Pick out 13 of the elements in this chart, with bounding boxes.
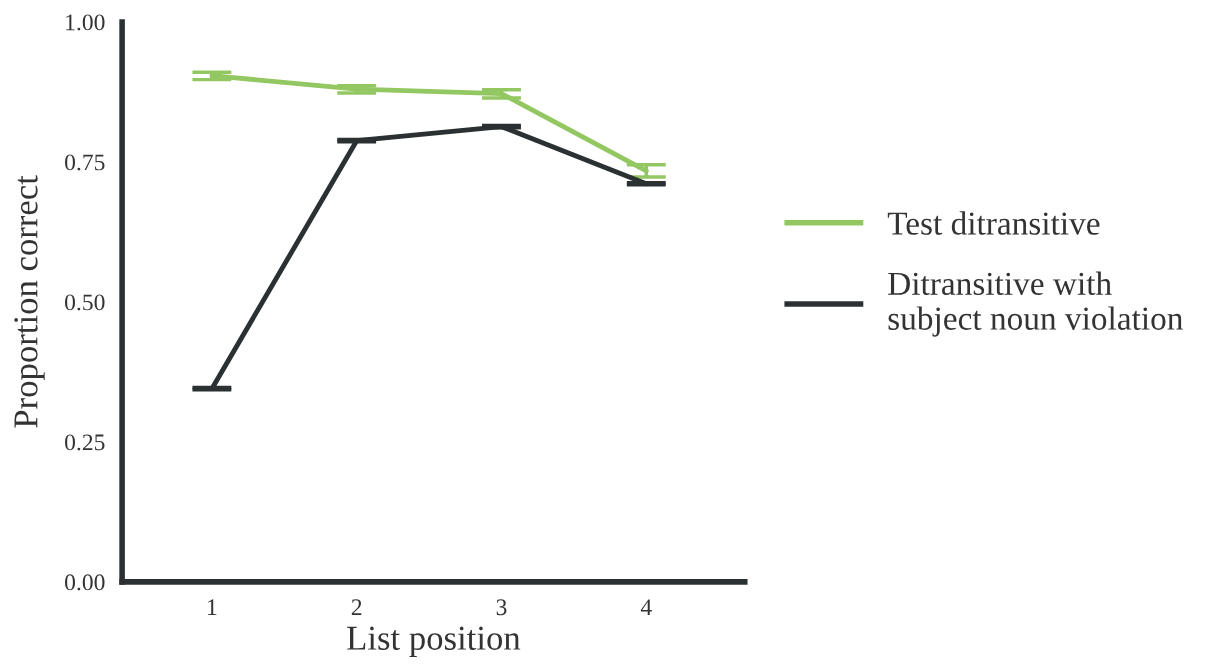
- x-tick-label: 2: [351, 599, 362, 615]
- y-tick-label: 1.00: [66, 14, 105, 31]
- x-tick-label: 1: [208, 599, 217, 615]
- x-tick-label: 3: [496, 599, 507, 616]
- y-tick-label: 0.00: [65, 574, 105, 591]
- y-axis-title: Proportion correct: [14, 175, 45, 428]
- x-axis-title: List position: [347, 626, 521, 657]
- y-tick-label: 0.25: [65, 434, 105, 451]
- legend-label: Test ditransitive: [887, 211, 1100, 235]
- y-tick-label: 0.50: [65, 294, 105, 311]
- x-tick-label: 4: [640, 599, 652, 615]
- legend-label: Ditransitive with subject noun violation: [888, 271, 1183, 337]
- y-tick-label: 0.75: [65, 154, 105, 171]
